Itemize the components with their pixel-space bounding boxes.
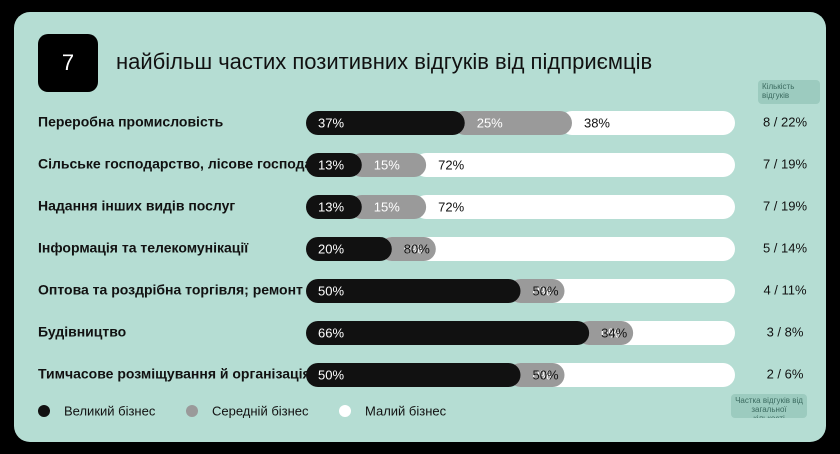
- value-label: 0%: [404, 241, 423, 256]
- value-label: 0%: [533, 283, 552, 298]
- bar-segment: [379, 237, 436, 261]
- value-label: 80%: [404, 241, 430, 256]
- value-label: 72%: [438, 157, 464, 172]
- annotation-text: Кількість відгуків: [762, 82, 795, 100]
- annotation: Кількість відгуків: [762, 82, 795, 100]
- value-label: 20%: [318, 241, 344, 256]
- bar-segment: [452, 111, 572, 135]
- value-label: 13%: [318, 157, 344, 172]
- bar-segment: [559, 111, 735, 135]
- bar-segment: [306, 195, 362, 219]
- category-label: Тимчасове розміщування й організація...: [38, 366, 322, 382]
- legend-marker: [186, 405, 198, 417]
- value-label: 0%: [533, 367, 552, 382]
- legend-marker: [38, 405, 50, 417]
- value-label: 37%: [318, 115, 344, 130]
- value-label: 72%: [438, 199, 464, 214]
- bar-segment: [306, 153, 362, 177]
- badge-number: 7: [62, 50, 74, 75]
- total-label: 2 / 6%: [767, 366, 804, 381]
- total-label: 7 / 19%: [763, 156, 808, 171]
- category-label: Надання інших видів послуг: [38, 198, 235, 214]
- bar-segment: [349, 153, 427, 177]
- bar-segment: [306, 321, 590, 345]
- value-label: 25%: [477, 115, 503, 130]
- bar-segment: [508, 279, 565, 303]
- bar-segment: [306, 237, 392, 261]
- bar-segment: [577, 321, 634, 345]
- annotation-text: Частка відгуків від загальної кількості: [735, 396, 803, 418]
- value-label: 66%: [318, 325, 344, 340]
- bar-segment: [414, 153, 735, 177]
- bar-segment: [349, 195, 427, 219]
- chart-title: найбільш частих позитивних відгуків від …: [116, 49, 652, 74]
- badge: [38, 34, 98, 92]
- value-label: 0%: [601, 325, 620, 340]
- value-label: 34%: [601, 325, 627, 340]
- legend-marker: [339, 405, 351, 417]
- annotation-box: [758, 80, 820, 104]
- legend-label: Малий бізнес: [365, 403, 447, 418]
- bar-segment: [306, 111, 465, 135]
- total-label: 8 / 22%: [763, 114, 808, 129]
- total-label: 4 / 11%: [763, 282, 807, 297]
- value-label: 50%: [533, 283, 559, 298]
- legend-label: Середній бізнес: [212, 403, 309, 418]
- total-label: 3 / 8%: [767, 324, 804, 339]
- bar-segment: [508, 363, 735, 387]
- value-label: 13%: [318, 199, 344, 214]
- bar-segment: [508, 363, 565, 387]
- bar-segment: [306, 279, 521, 303]
- category-label: Інформація та телекомунікації: [38, 240, 249, 256]
- total-label: 5 / 14%: [763, 240, 808, 255]
- value-label: 50%: [533, 367, 559, 382]
- category-label: Переробна промисловість: [38, 114, 224, 130]
- category-label: Сільське господарство, лісове господа...: [38, 156, 324, 172]
- annotation: Частка відгуків від загальної кількості: [735, 396, 803, 418]
- value-label: 15%: [374, 199, 400, 214]
- bar-segment: [508, 279, 735, 303]
- value-label: 38%: [584, 115, 610, 130]
- total-label: 7 / 19%: [763, 198, 808, 213]
- bar-segment: [414, 195, 735, 219]
- category-label: Оптова та роздрібна торгівля; ремонт ...: [38, 282, 318, 298]
- bar-segment: [379, 237, 735, 261]
- value-label: 15%: [374, 157, 400, 172]
- annotation-box: [731, 394, 807, 418]
- category-label: Будівництво: [38, 324, 126, 340]
- legend-label: Великий бізнес: [64, 403, 156, 418]
- bar-segment: [306, 363, 521, 387]
- value-label: 50%: [318, 367, 344, 382]
- value-label: 50%: [318, 283, 344, 298]
